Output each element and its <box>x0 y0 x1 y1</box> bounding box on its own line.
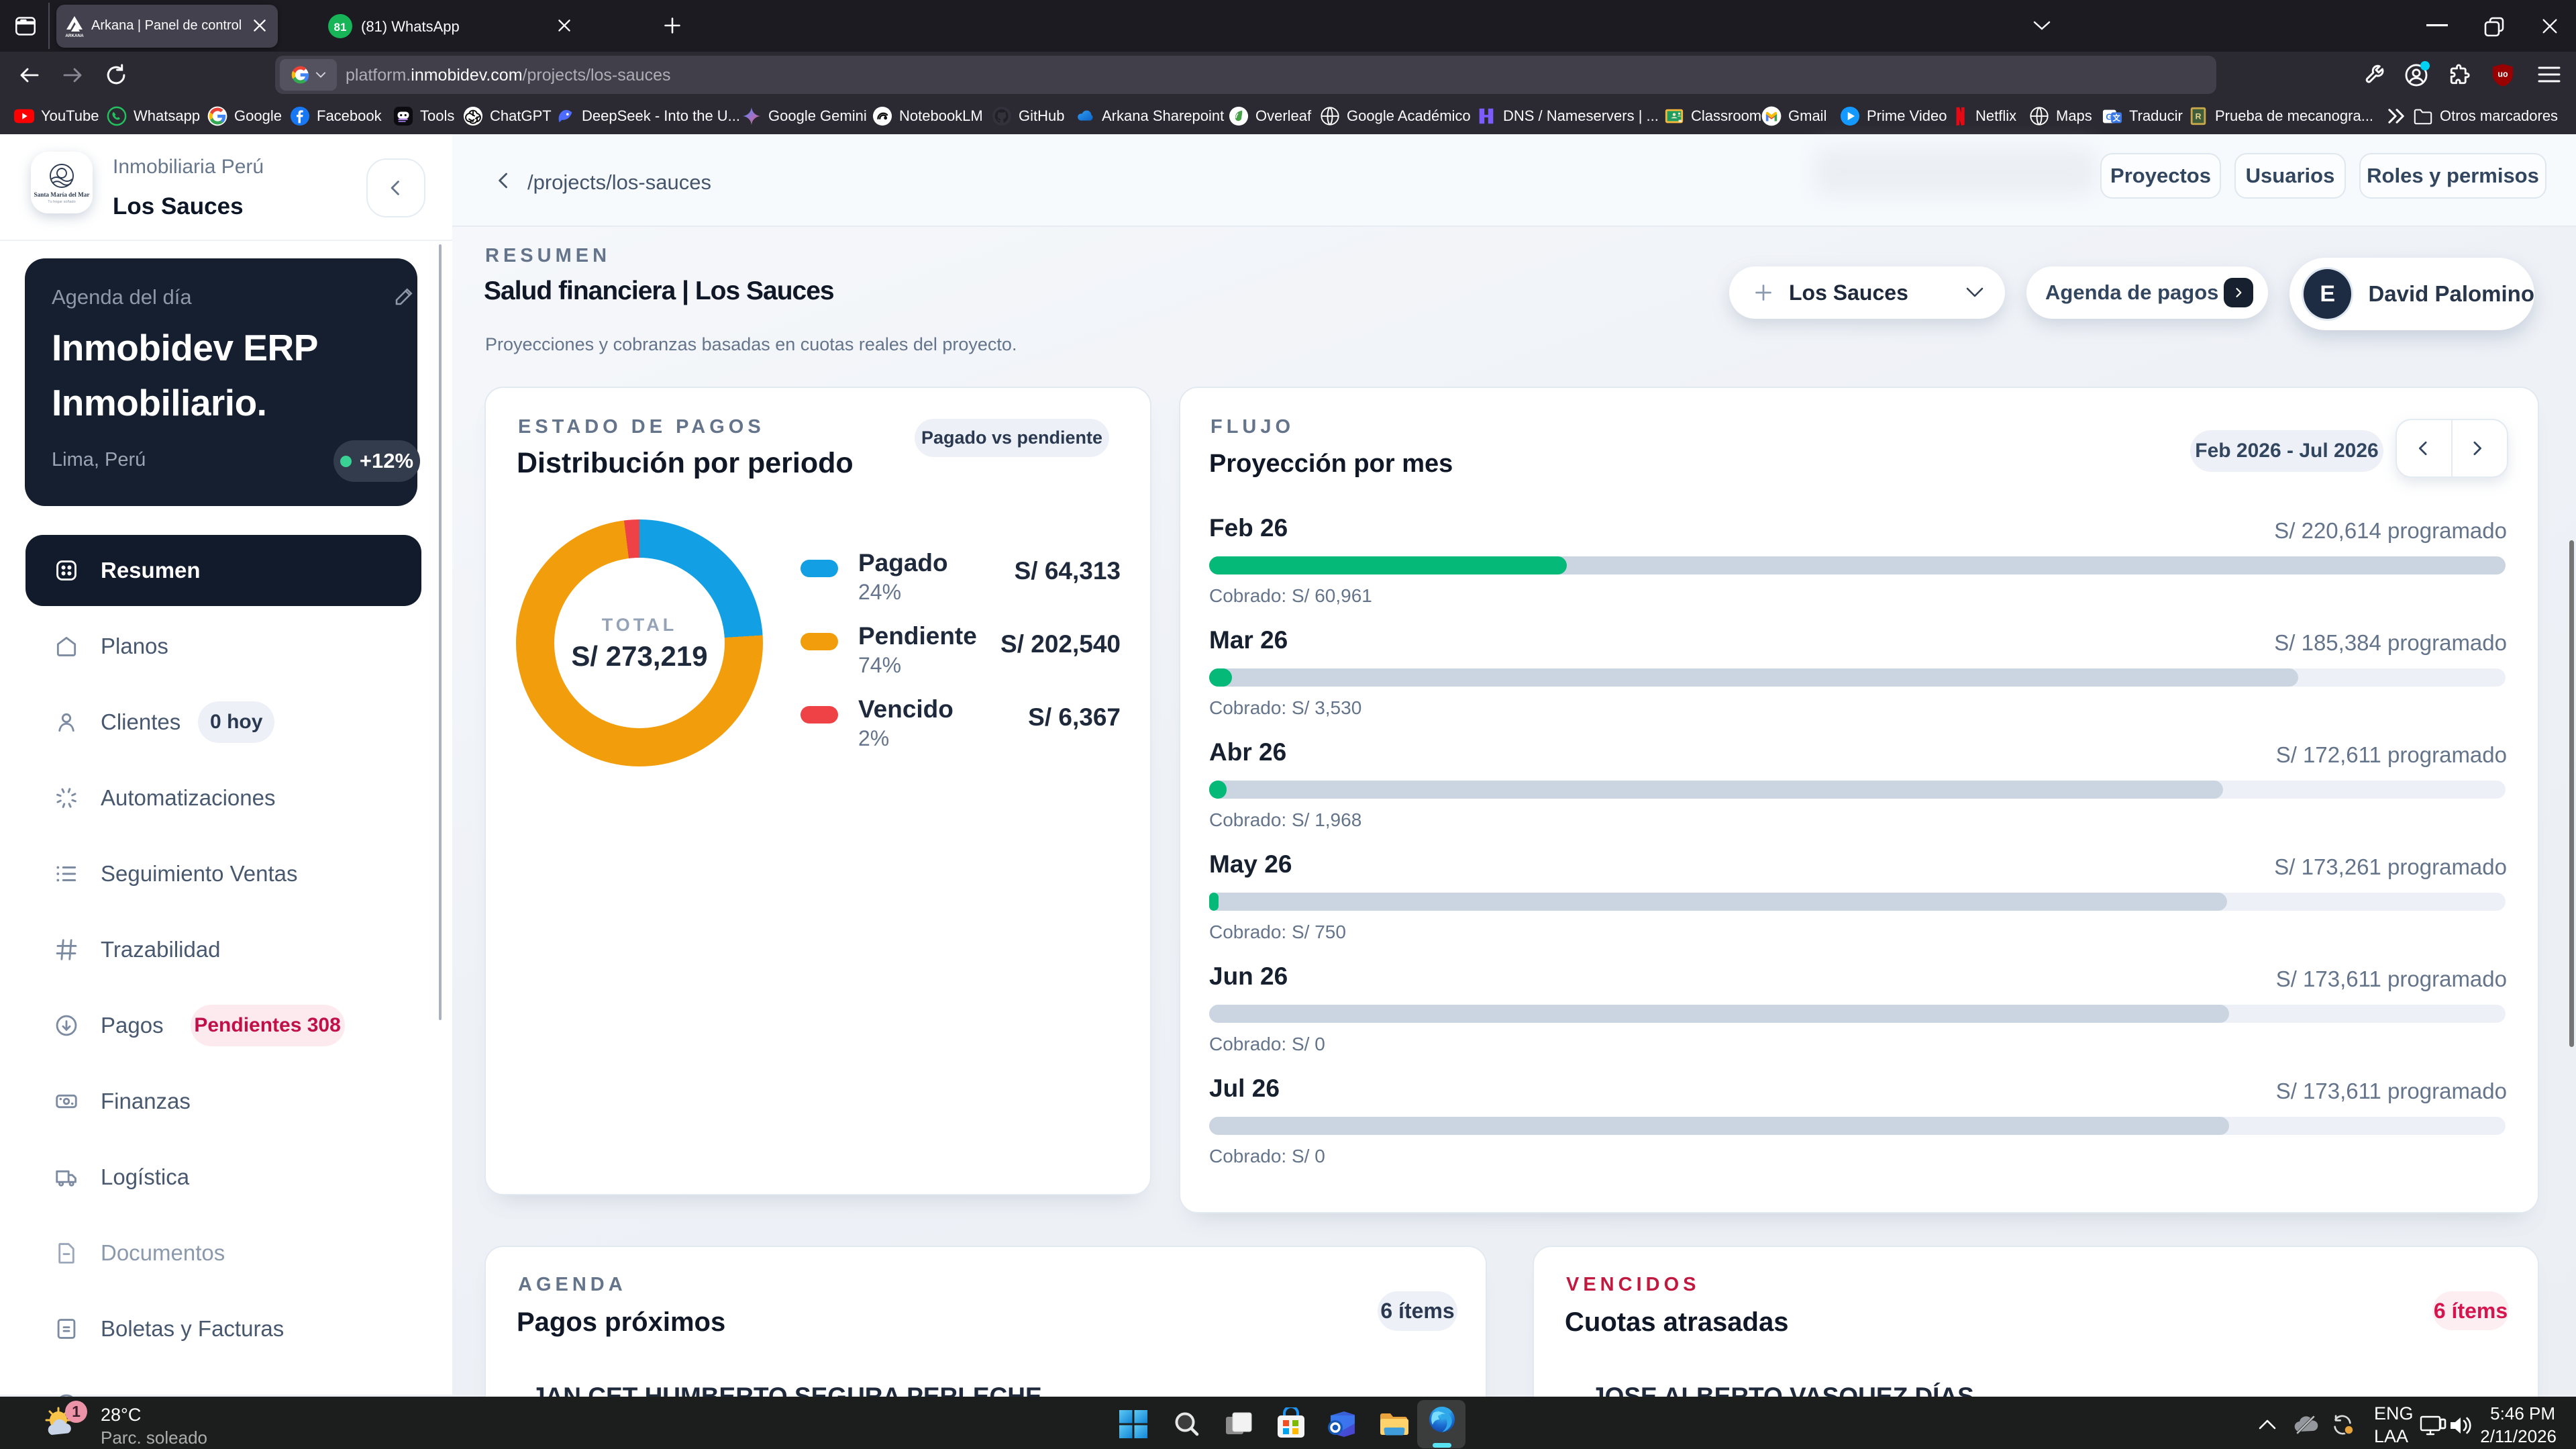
svg-text:uo: uo <box>2497 70 2508 79</box>
svg-text:文: 文 <box>2112 113 2120 123</box>
svg-text:Santa María del Mar: Santa María del Mar <box>34 191 90 198</box>
svg-text:81: 81 <box>334 21 347 34</box>
svg-text:G: G <box>2106 112 2112 122</box>
svg-text:R: R <box>2196 112 2202 121</box>
svg-text:ARKANA: ARKANA <box>65 34 84 38</box>
svg-text:Tu hogar soñado: Tu hogar soñado <box>48 200 75 204</box>
